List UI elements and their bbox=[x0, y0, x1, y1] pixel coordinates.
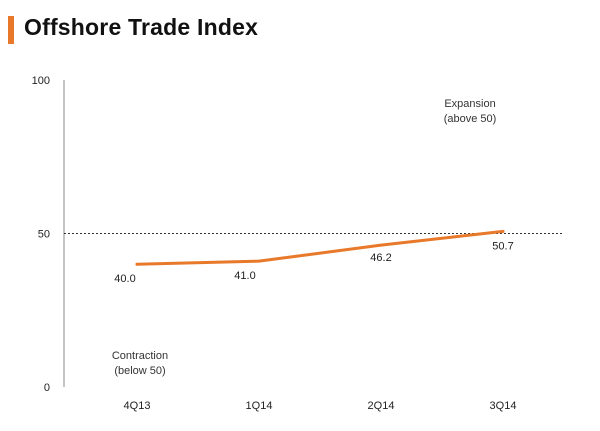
title-accent-bar bbox=[8, 16, 14, 44]
data-label-4q13: 40.0 bbox=[114, 273, 135, 285]
y-tick-label-0: 0 bbox=[44, 382, 50, 394]
data-label-3q14: 50.7 bbox=[492, 240, 513, 252]
x-tick-labels: 4Q13 1Q14 2Q14 3Q14 bbox=[124, 400, 517, 412]
data-label-1q14: 41.0 bbox=[234, 270, 255, 282]
data-points bbox=[135, 229, 505, 266]
y-tick-label-50: 50 bbox=[38, 229, 50, 241]
y-tick-labels: 0 50 100 bbox=[32, 75, 50, 394]
y-tick-label-100: 100 bbox=[32, 75, 50, 87]
data-point-3q14 bbox=[501, 229, 505, 233]
x-tick-label-1q14: 1Q14 bbox=[246, 400, 273, 412]
x-tick-label-3q14: 3Q14 bbox=[490, 400, 517, 412]
x-tick-label-4q13: 4Q13 bbox=[124, 400, 151, 412]
contraction-annotation-line1: Contraction bbox=[112, 350, 168, 362]
expansion-annotation-line2: (above 50) bbox=[444, 113, 497, 125]
x-tick-label-2q14: 2Q14 bbox=[368, 400, 395, 412]
data-point-2q14 bbox=[379, 243, 383, 247]
series-line bbox=[135, 229, 505, 266]
data-point-1q14 bbox=[257, 259, 261, 263]
page-title: Offshore Trade Index bbox=[24, 14, 259, 40]
data-label-2q14: 46.2 bbox=[370, 252, 391, 264]
data-point-4q13 bbox=[135, 262, 139, 266]
data-labels: 40.0 41.0 46.2 50.7 bbox=[114, 240, 513, 285]
expansion-annotation-line1: Expansion bbox=[444, 98, 495, 110]
contraction-annotation-line2: (below 50) bbox=[114, 365, 165, 377]
